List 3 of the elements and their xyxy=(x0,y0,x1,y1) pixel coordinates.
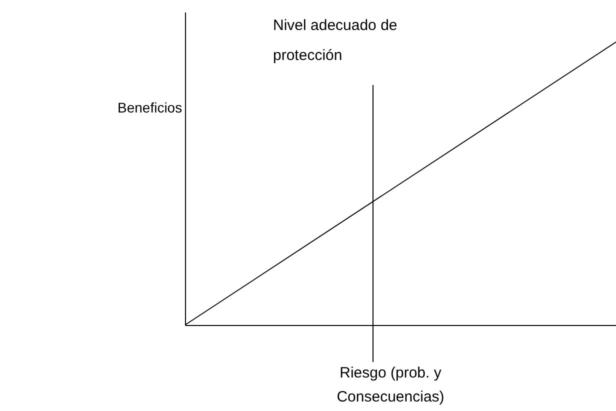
x-axis-title: Riesgo (prob. y Consecuencias) xyxy=(336,364,444,406)
y-axis-title: Beneficios xyxy=(118,100,182,116)
annotation: Nivel adecuado de protección xyxy=(273,17,398,64)
